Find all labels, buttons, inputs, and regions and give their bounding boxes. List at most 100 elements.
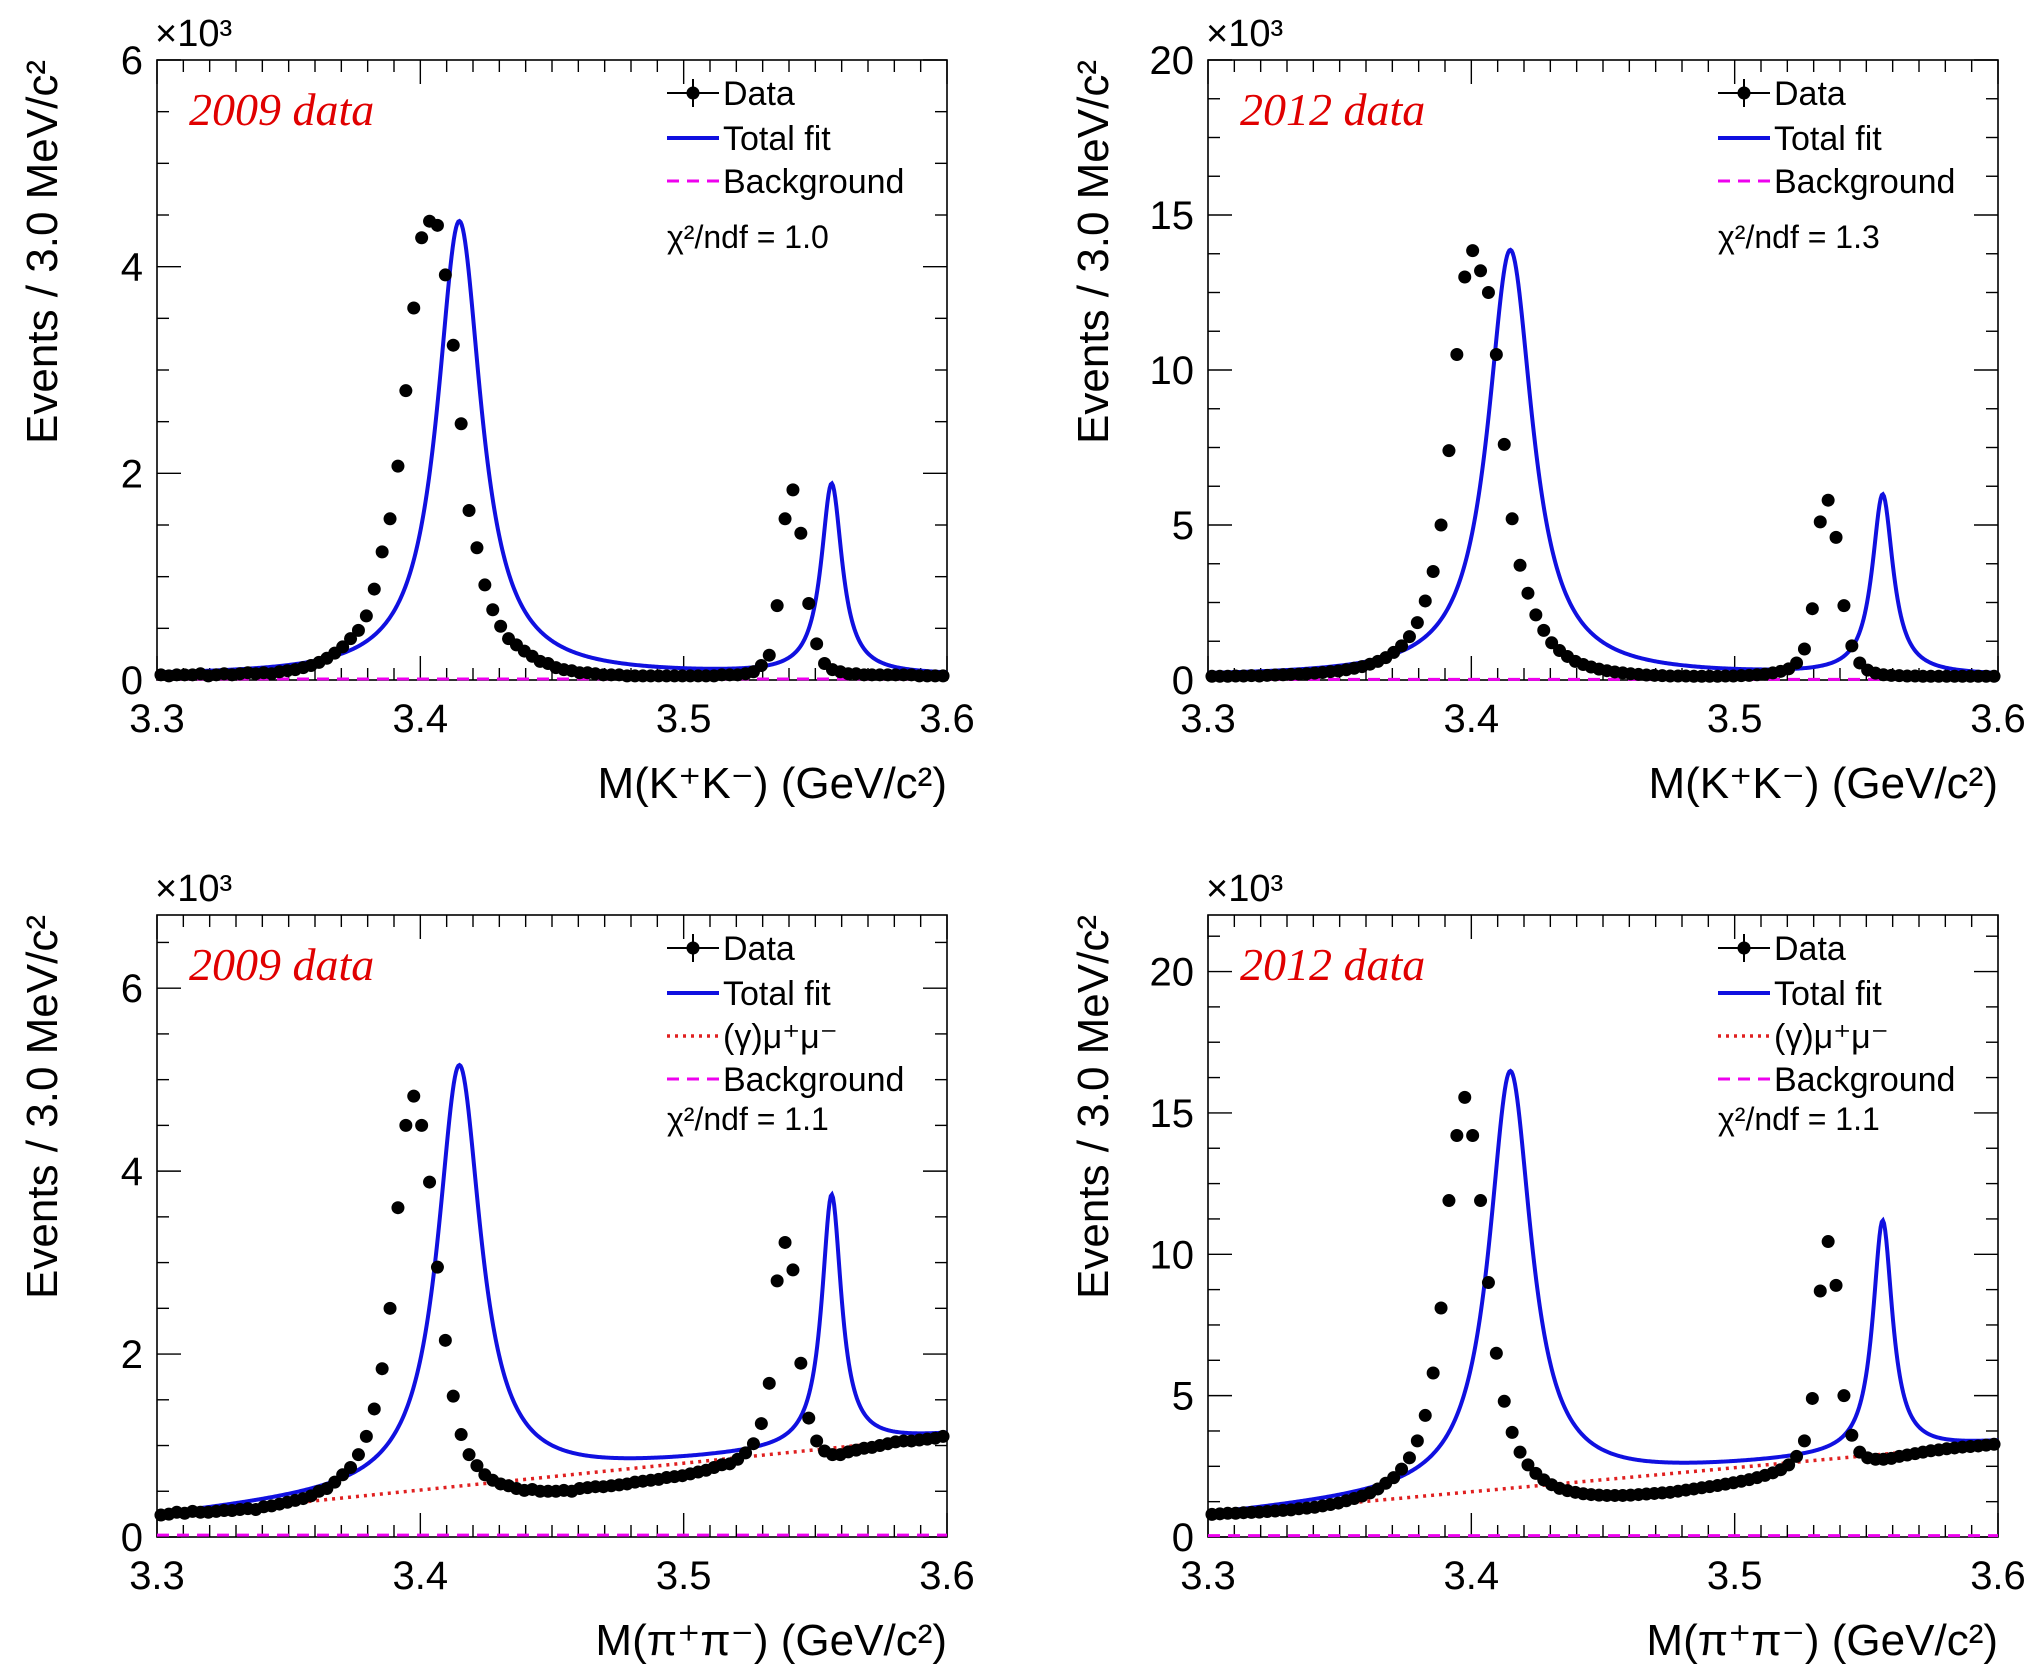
data-tag: 2012 data [1240,84,1425,135]
data-point [1466,244,1480,258]
y-axis-title: Events / 3.0 MeV/c² [18,915,67,1299]
legend-label: Background [1774,1061,1955,1099]
y-tick-label: 15 [1150,1092,1195,1136]
x-axis-title: M(K⁺K⁻) (GeV/c²) [597,759,947,808]
data-point [1434,1301,1448,1315]
legend-label: Background [723,163,904,201]
y-tick-label: 0 [121,1516,143,1560]
data-point [486,603,500,617]
data-point [1474,264,1488,278]
y-multiplier: ×10³ [1206,868,1283,910]
y-tick-label: 2 [121,1333,143,1377]
data-point [936,669,950,683]
data-point [1442,1194,1456,1208]
data-point [1458,1090,1472,1104]
data-point [478,578,492,592]
data-point [770,1274,784,1288]
data-point [1450,1129,1464,1143]
panel-bottom-right: 3.3 3.4 3.5 3.6 0 5 10 15 20 ×10³ M(π⁺π⁻) (GeV/c²)… [1069,868,2026,1665]
data-point [739,1446,753,1460]
data-point [423,1175,437,1189]
data-point [1782,1458,1796,1472]
data-point [762,1376,776,1390]
y-axis-title: Events / 3.0 MeV/c² [1069,60,1118,444]
data-point [375,545,389,559]
chi2-label: χ²/ndf = 1.3 [1718,219,1880,255]
data-point [446,1389,460,1403]
data-point [1797,1434,1811,1448]
x-axis-title: M(π⁺π⁻) (GeV/c²) [595,1616,947,1665]
data-point [438,268,452,282]
data-point [1450,348,1464,361]
data-point [367,1402,381,1416]
data-point [1402,630,1416,644]
legend-data-marker [1737,86,1751,100]
legend-label: Data [723,930,795,968]
data-point [1497,1394,1511,1408]
legend-label: Data [1774,930,1846,968]
data-point [1529,608,1543,622]
data-point [802,597,816,611]
y-tick-label: 20 [1150,951,1195,995]
data-point [1845,639,1859,653]
data-point [1481,286,1495,299]
data-point [470,1459,484,1473]
data-point [1845,1428,1859,1442]
data-point [1987,669,2001,683]
data-point [462,1448,476,1462]
legend-label: Total fit [1774,975,1882,1013]
legend-data-marker [686,941,700,955]
chi2-label: χ²/ndf = 1.1 [1718,1101,1880,1137]
x-tick-label: 3.6 [919,697,975,741]
data-point [1395,639,1409,653]
total-fit-curve [156,218,948,675]
data-tag: 2012 data [1240,939,1425,990]
x-tick-label: 3.3 [1180,1554,1236,1598]
data-point [1489,1346,1503,1360]
x-tick-label: 3.3 [129,1554,185,1598]
y-axis-title: Events / 3.0 MeV/c² [18,60,67,444]
total-fit-curve [156,1062,948,1516]
panel-top-right: 3.3 3.4 3.5 3.6 0 5 10 15 20 ×10³ M(K⁺K⁻) (GeV/c²)… [1069,13,2026,808]
y-tick-label: 4 [121,246,143,290]
panel-bottom-left: 3.3 3.4 3.5 3.6 0 2 4 6 ×10³ M(π⁺π⁻) (GeV/c²) Even… [18,868,975,1665]
data-point [1797,642,1811,656]
y-tick-label: 5 [1172,1375,1194,1419]
data-point [794,526,808,540]
data-point [462,504,476,518]
x-axis-title: M(K⁺K⁻) (GeV/c²) [1648,759,1998,808]
data-point [430,1260,444,1274]
data-point [1466,1129,1480,1143]
data-point [1387,1471,1401,1485]
legend-label: (γ)μ⁺μ⁻ [723,1018,838,1056]
data-point [351,623,365,637]
legend-label: Total fit [1774,120,1882,158]
y-tick-label: 0 [121,659,143,703]
data-point [375,1362,389,1376]
x-tick-label: 3.5 [1707,697,1763,741]
x-tick-label: 3.4 [393,697,449,741]
x-tick-label: 3.6 [1970,1554,2026,1598]
y-tick-label: 5 [1172,504,1194,548]
data-point [770,599,784,613]
legend-label: Data [1774,75,1846,113]
x-tick-label: 3.6 [919,1554,975,1598]
x-tick-label: 3.5 [1707,1554,1763,1598]
legend-label: Background [1774,163,1955,201]
data-point [1821,493,1835,507]
data-point [1434,518,1448,532]
data-point [1410,1434,1424,1448]
data-point [359,1429,373,1443]
x-axis-title: M(π⁺π⁻) (GeV/c²) [1646,1616,1998,1665]
data-point [778,512,792,526]
data-point [1497,437,1511,451]
data-point [1521,1458,1535,1472]
data-point [1837,599,1851,613]
data-point [407,301,421,315]
data-point [786,1263,800,1277]
y-tick-label: 15 [1150,194,1195,238]
x-tick-label: 3.5 [656,697,712,741]
data-point [344,632,358,646]
legend-data-marker [1737,941,1751,955]
y-tick-label: 2 [121,452,143,496]
